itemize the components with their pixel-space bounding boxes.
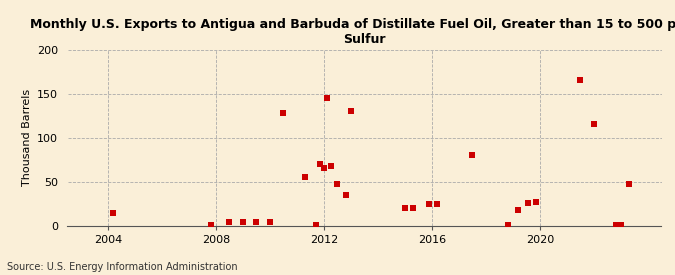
Point (319, 166, 329, 170)
Point (205, 222, 216, 227)
Point (332, 182, 343, 186)
Point (575, 78, 586, 82)
Point (251, 220, 262, 224)
Point (108, 211, 119, 215)
Point (467, 153, 478, 157)
Point (424, 201, 435, 206)
Text: Source: U.S. Energy Information Administration: Source: U.S. Energy Information Administ… (7, 262, 238, 272)
Point (513, 207, 524, 212)
Point (531, 200, 541, 204)
Point (265, 220, 275, 224)
Y-axis label: Thousand Barrels: Thousand Barrels (22, 89, 32, 186)
Point (278, 111, 289, 115)
Point (340, 192, 351, 197)
Point (224, 220, 235, 224)
Point (616, 222, 626, 227)
Point (432, 201, 443, 206)
Point (522, 200, 533, 205)
Point (238, 220, 248, 224)
Title: Monthly U.S. Exports to Antigua and Barbuda of Distillate Fuel Oil, Greater than: Monthly U.S. Exports to Antigua and Barb… (30, 18, 675, 46)
Point (321, 96, 332, 100)
Point (610, 222, 621, 227)
Point (325, 163, 336, 168)
Point (589, 122, 599, 127)
Point (346, 109, 356, 113)
Point (400, 206, 410, 210)
Point (624, 182, 634, 186)
Point (310, 222, 321, 227)
Point (502, 222, 513, 227)
Point (300, 175, 310, 179)
Point (408, 206, 418, 210)
Point (315, 162, 325, 166)
